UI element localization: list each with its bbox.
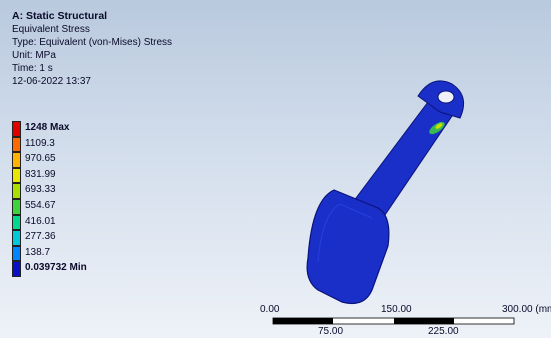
scale-segment-1: [273, 318, 333, 324]
legend-label-8[interactable]: 138.7: [25, 246, 51, 258]
stress-peak: [435, 123, 443, 129]
result-info-block: A: Static Structural Equivalent Stress T…: [12, 10, 172, 88]
result-time: Time: 1 s: [12, 63, 53, 74]
legend-swatch-4: [12, 183, 21, 199]
scale-label-150: 150.00: [381, 304, 412, 315]
legend-label-2[interactable]: 970.65: [25, 153, 56, 165]
legend-label-4[interactable]: 693.33: [25, 184, 56, 196]
legend-swatch-0: [12, 121, 21, 137]
scale-label-225: 225.00: [428, 326, 459, 337]
result-name: Equivalent Stress: [12, 24, 90, 35]
legend-swatch-2: [12, 152, 21, 168]
legend-label-0[interactable]: 1248 Max: [25, 122, 70, 133]
pad-highlight: [317, 203, 373, 263]
legend-label-5[interactable]: 554.67: [25, 200, 56, 211]
scale-label-0: 0.00: [260, 304, 280, 315]
legend-swatch-6: [12, 214, 21, 231]
legend-label-9[interactable]: 0.039732 Min: [25, 262, 87, 274]
result-unit: Unit: MPa: [12, 50, 56, 61]
legend-label-7[interactable]: 277.36: [25, 231, 56, 243]
scale-label-75: 75.00: [318, 326, 344, 337]
pedal-model[interactable]: [306, 80, 465, 305]
legend-swatch-9: [12, 261, 21, 277]
legend-swatch-1: [12, 136, 21, 153]
analysis-title: A: Static Structural: [12, 10, 108, 22]
legend-label-1[interactable]: 1109.3: [25, 137, 55, 149]
scale-label-300: 300.00 (mm): [502, 304, 551, 315]
legend-swatch-7: [12, 230, 21, 246]
legend-swatch-3: [12, 167, 21, 184]
contour-legend[interactable]: 1248 Max 1109.3 970.65 831.99 693.33 554.67 41…: [12, 121, 172, 286]
legend-label-6[interactable]: 416.01: [25, 215, 56, 227]
pivot-hole: [437, 90, 455, 104]
result-date: 12-06-2022 13:37: [12, 76, 91, 87]
legend-swatch-5: [12, 199, 21, 215]
scale-segment-3: [394, 318, 454, 324]
legend-swatch-8: [12, 245, 21, 262]
result-type: Type: Equivalent (von-Mises) Stress: [12, 37, 173, 48]
legend-label-3[interactable]: 831.99: [25, 168, 56, 180]
